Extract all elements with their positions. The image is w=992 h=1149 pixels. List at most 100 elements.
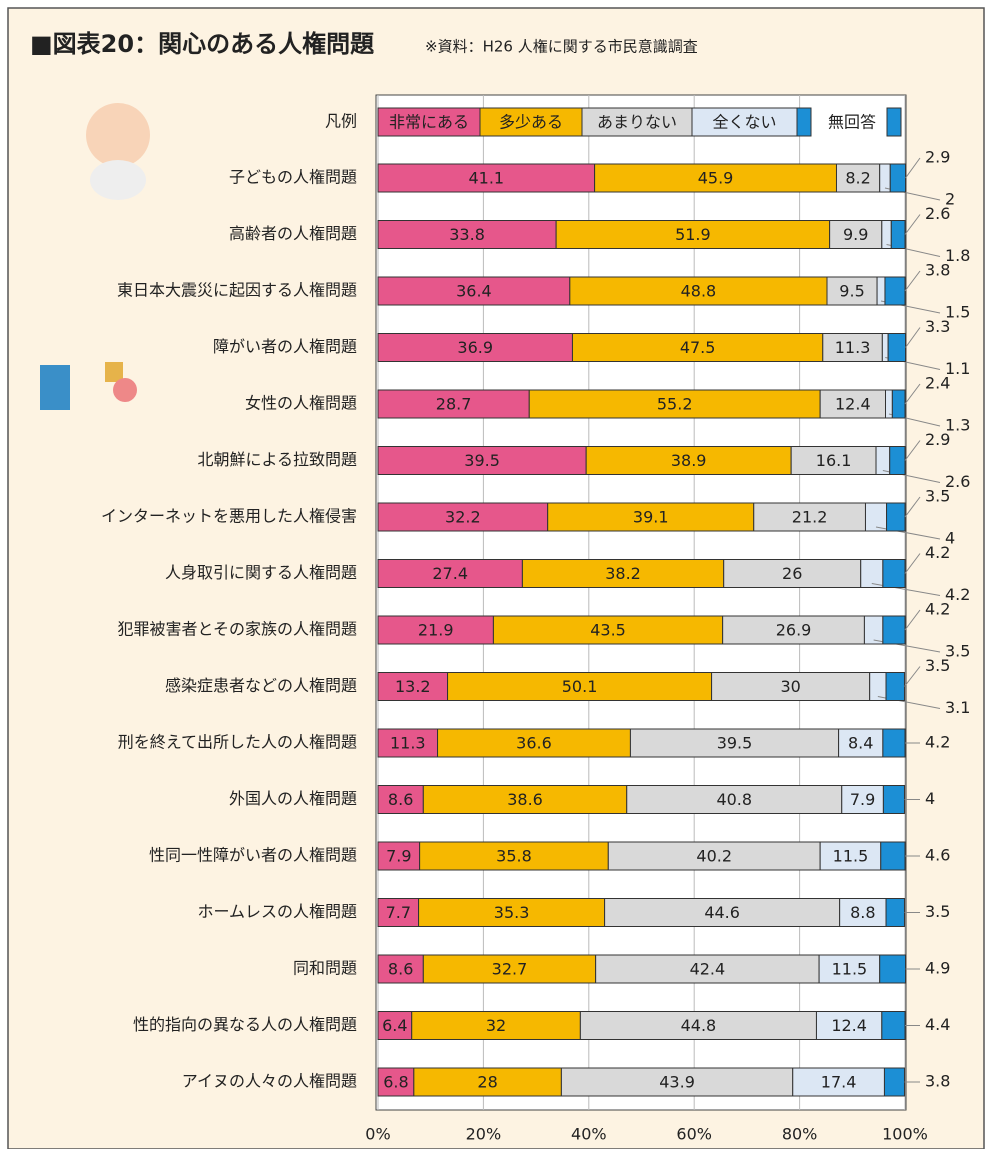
value-label: 40.2 [696, 847, 732, 866]
baby-icon [86, 103, 150, 200]
x-tick-label: 100% [882, 1125, 928, 1144]
bar-segment [883, 786, 904, 814]
value-label: 48.8 [681, 282, 717, 301]
category-label: 障がい者の人権問題 [213, 337, 357, 356]
bar-segment [883, 616, 905, 644]
category-label: 性的指向の異なる人の人権問題 [133, 1015, 357, 1034]
value-label: 11.3 [835, 338, 871, 357]
value-label: 3.8 [925, 1072, 950, 1091]
value-label: 26 [782, 564, 802, 583]
legend-label: 無回答 [828, 113, 876, 132]
value-label: 38.9 [671, 451, 707, 470]
value-label: 40.8 [716, 790, 752, 809]
bar-segment [890, 164, 905, 192]
value-label: 35.8 [496, 847, 532, 866]
value-label: 6.4 [382, 1016, 407, 1035]
bar-segment [882, 1012, 905, 1040]
bar-segment [870, 673, 886, 701]
chart-subtitle: ※資料：H26 人権に関する市民意識調査 [425, 38, 698, 56]
category-label: 犯罪被害者とその家族の人権問題 [117, 620, 357, 639]
category-label: 感染症患者などの人権問題 [165, 676, 357, 695]
value-label: 3.3 [925, 317, 950, 336]
category-label: 女性の人権問題 [245, 394, 357, 413]
category-label: 刑を終えて出所した人の人権問題 [118, 733, 357, 752]
value-label: 32.2 [445, 508, 481, 527]
category-label: 子どもの人権問題 [229, 168, 357, 187]
legend-label: 非常にある [389, 113, 469, 132]
value-label: 2.9 [925, 148, 950, 167]
bar-segment [886, 390, 893, 418]
category-label: 高齢者の人権問題 [229, 224, 357, 243]
value-label: 44.6 [704, 903, 740, 922]
legend-label: あまりない [597, 113, 677, 132]
value-label: 45.9 [698, 169, 734, 188]
value-label: 3.5 [925, 656, 950, 675]
category-label: インターネットを悪用した人権侵害 [101, 507, 357, 526]
value-label: 36.6 [516, 734, 552, 753]
bar-segment [881, 842, 905, 870]
value-label: 55.2 [657, 395, 693, 414]
value-label: 41.1 [468, 169, 504, 188]
value-label: 47.5 [680, 338, 716, 357]
value-label: 42.4 [690, 960, 726, 979]
value-label: 3.5 [925, 902, 950, 921]
legend-title: 凡例 [325, 112, 357, 131]
value-label: 8.6 [388, 790, 413, 809]
value-label: 7.9 [386, 847, 411, 866]
value-label: 43.5 [590, 621, 626, 640]
bar-segment [890, 447, 905, 475]
value-label: 8.8 [850, 903, 875, 922]
chart-title: ■図表20：関心のある人権問題 [30, 30, 375, 58]
x-tick-label: 20% [466, 1125, 502, 1144]
value-label: 35.3 [494, 903, 530, 922]
bar-segment [882, 334, 888, 362]
value-label: 33.8 [449, 225, 485, 244]
value-label: 28 [477, 1073, 497, 1092]
category-label: 外国人の人権問題 [229, 789, 357, 808]
value-label: 21.2 [792, 508, 828, 527]
value-label: 36.9 [457, 338, 493, 357]
value-label: 27.4 [432, 564, 468, 583]
legend-swatch [887, 108, 901, 136]
value-label: 39.5 [464, 451, 500, 470]
bar-segment [880, 164, 891, 192]
bar-segment [886, 899, 904, 927]
category-label: 性同一性障がい者の人権問題 [149, 846, 357, 865]
bar-segment [886, 673, 904, 701]
value-label: 36.4 [456, 282, 492, 301]
value-label: 4.2 [925, 600, 950, 619]
bar-segment [865, 503, 886, 531]
value-label: 3.8 [925, 261, 950, 280]
value-label: 16.1 [816, 451, 852, 470]
value-label: 11.5 [832, 960, 868, 979]
bar-segment [892, 390, 905, 418]
chart: ■図表20：関心のある人権問題 ※資料：H26 人権に関する市民意識調査 凡例 … [0, 0, 992, 1149]
value-label: 12.4 [831, 1016, 867, 1035]
value-label: 28.7 [436, 395, 472, 414]
value-label: 30 [780, 677, 800, 696]
value-label: 44.8 [681, 1016, 717, 1035]
value-label: 9.5 [839, 282, 864, 301]
value-label: 4.4 [925, 1015, 950, 1034]
value-label: 4 [925, 789, 935, 808]
value-label: 8.4 [848, 734, 873, 753]
value-label: 2.4 [925, 374, 950, 393]
value-label: 7.7 [386, 903, 411, 922]
x-tick-label: 60% [676, 1125, 712, 1144]
value-label: 32 [486, 1016, 506, 1035]
category-label: 人身取引に関する人権問題 [165, 563, 357, 582]
value-label: 4.2 [925, 543, 950, 562]
category-label: ホームレスの人権問題 [197, 902, 357, 921]
value-label: 26.9 [776, 621, 812, 640]
value-label: 38.6 [507, 790, 543, 809]
bar-segment [864, 616, 882, 644]
legend-swatch [797, 108, 811, 136]
value-label: 2.9 [925, 430, 950, 449]
bar-segment [885, 277, 905, 305]
value-label: 32.7 [492, 960, 528, 979]
bar-segment [877, 277, 885, 305]
value-label: 4.6 [925, 846, 950, 865]
value-label: 11.3 [390, 734, 426, 753]
value-label: 13.2 [395, 677, 431, 696]
legend-label: 全くない [712, 113, 776, 132]
